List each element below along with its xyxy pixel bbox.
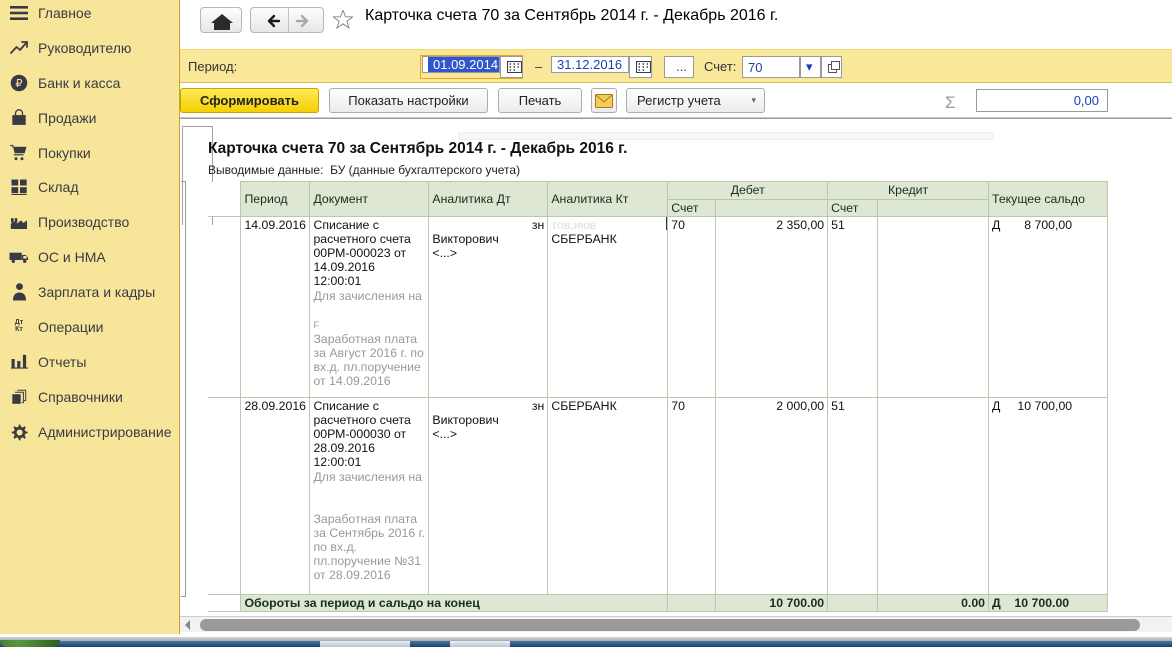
svg-text:₽: ₽ xyxy=(16,78,23,90)
